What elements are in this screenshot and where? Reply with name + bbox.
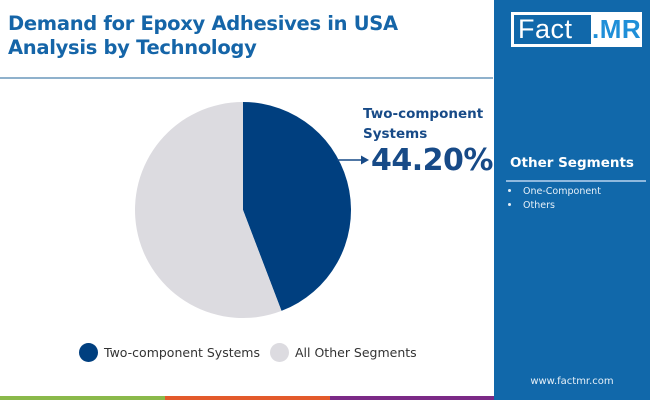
title-divider [0,77,493,79]
callout-arrow-icon [361,155,369,165]
callout-label: Two-component Systems [363,104,483,144]
pie-chart [135,102,369,318]
pie-slice-two-component-systems [243,102,352,311]
title-line-2: Analysis by Technology [8,36,257,59]
side-panel: Fact .MR Other Segments One-Component Ot… [494,0,650,400]
pie-slice-all-other-segments [135,102,282,318]
bottom-bar-purple [330,396,495,400]
other-segment-label: Others [523,199,555,211]
logo-fact-text: Fact [514,15,591,44]
legend-swatch-two-component [79,343,98,362]
callout-label-line-1: Two-component [363,106,484,122]
title-line-1: Demand for Epoxy Adhesives in USA [8,12,398,35]
chart-title: Demand for Epoxy Adhesives in USA Analys… [8,12,488,60]
callout-label-line-2: Systems [363,126,428,142]
legend-label: All Other Segments [295,345,417,360]
callout-value: 44.20% [371,143,493,178]
other-segment-item: Others [508,199,601,213]
bottom-bar-orange [165,396,330,400]
other-segments-list: One-Component Others [508,185,601,212]
bottom-bar-green [0,396,165,400]
other-segments-divider [506,180,646,182]
other-segment-label: One-Component [523,186,601,197]
bullet-icon [508,189,511,192]
logo-mr-text: .MR [592,14,642,44]
legend-label: Two-component Systems [104,345,260,360]
other-segment-item: One-Component [508,185,601,199]
bullet-icon [508,202,511,206]
factmr-logo: Fact .MR [511,12,642,47]
other-segments-heading: Other Segments [510,155,634,171]
website-url: www.factmr.com [530,376,614,387]
legend-swatch-other-segments [270,343,289,362]
